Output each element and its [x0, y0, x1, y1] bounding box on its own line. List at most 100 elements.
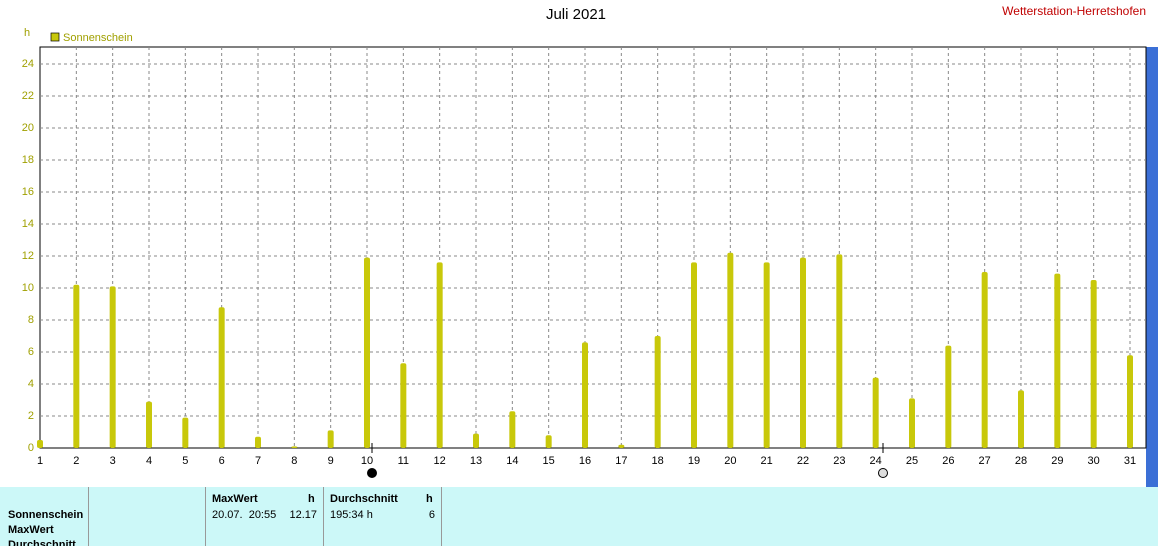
bar	[945, 345, 952, 448]
new-moon	[367, 468, 377, 478]
bar	[109, 286, 116, 448]
y-tick-label: 0	[28, 442, 34, 454]
x-tick-label: 14	[506, 455, 518, 467]
x-tick-label: 13	[470, 455, 482, 467]
bar	[800, 257, 806, 448]
full-moon	[878, 468, 888, 478]
chart-title: Juli 2021	[546, 6, 606, 23]
column-unit: h	[426, 493, 433, 505]
y-tick-label: 6	[28, 346, 34, 358]
x-tick-label: 15	[543, 455, 555, 467]
x-tick-label: 23	[833, 455, 845, 467]
bar	[509, 411, 516, 448]
x-tick-label: 21	[761, 455, 773, 467]
x-tick-label: 11	[398, 455, 409, 467]
chart: Juli 2021 Wetterstation-Herretshofen h 0…	[22, 4, 1158, 487]
bar	[1090, 280, 1097, 448]
bar	[218, 307, 225, 448]
bar	[255, 436, 261, 448]
station-name: Wetterstation-Herretshofen	[1002, 4, 1146, 18]
cell-value: 6	[428, 509, 435, 521]
cell-date: 195:34 h	[330, 509, 373, 521]
summary-table: Sonnenschein MaxWert Durchschnitt MaxWert h 2…	[0, 487, 1158, 546]
bar	[763, 262, 770, 448]
y-tick-label: 18	[22, 154, 34, 166]
bar	[654, 336, 661, 448]
bar	[146, 401, 152, 448]
bar	[436, 262, 443, 448]
y-tick-label: 4	[28, 378, 34, 390]
cell-value: 12.17	[289, 509, 317, 521]
bar	[364, 257, 370, 448]
x-tick-label: 1	[37, 455, 43, 467]
bar	[1127, 355, 1133, 448]
bar	[37, 440, 43, 448]
bar	[909, 398, 915, 448]
column-unit: h	[308, 493, 315, 505]
legend-swatch	[50, 32, 60, 42]
bar	[400, 363, 407, 448]
x-tick-label: 9	[328, 455, 334, 467]
y-tick-label: 8	[28, 314, 34, 326]
y-tick-label: 12	[22, 250, 34, 262]
bar	[73, 284, 80, 448]
x-tick-label: 2	[73, 455, 79, 467]
column-header: Durchschnitt	[330, 493, 398, 505]
y-unit: h	[24, 27, 30, 39]
bar	[327, 430, 334, 448]
side-strip	[1146, 47, 1158, 487]
y-tick-label: 22	[22, 90, 34, 102]
bar	[836, 254, 843, 448]
x-tick-label: 20	[724, 455, 736, 467]
x-tick-label: 16	[579, 455, 591, 467]
x-tick-label: 17	[615, 455, 627, 467]
bar	[872, 377, 879, 448]
x-tick-label: 10	[361, 455, 373, 467]
x-tick-label: 22	[797, 455, 809, 467]
column-header: MaxWert	[212, 493, 258, 505]
x-tick-label: 30	[1088, 455, 1100, 467]
bar	[618, 444, 625, 448]
bar	[691, 262, 697, 448]
column-divider	[323, 487, 442, 546]
y-tick-label: 2	[28, 410, 34, 422]
x-tick-label: 31	[1124, 455, 1136, 467]
x-tick-label: 28	[1015, 455, 1027, 467]
x-tick-label: 8	[291, 455, 297, 467]
bar	[727, 252, 734, 448]
y-tick-label: 20	[22, 122, 34, 134]
x-tick-label: 27	[979, 455, 991, 467]
y-tick-label: 24	[22, 58, 34, 70]
x-tick-label: 25	[906, 455, 918, 467]
row-label: Durchschnitt	[8, 539, 76, 546]
bar	[291, 446, 298, 448]
x-tick-label: 3	[110, 455, 116, 467]
column-divider	[0, 487, 89, 546]
x-tick-label: 19	[688, 455, 700, 467]
x-tick-label: 4	[146, 455, 152, 467]
x-tick-label: 18	[652, 455, 664, 467]
bar	[1054, 273, 1061, 448]
bar	[182, 417, 189, 448]
x-tick-label: 26	[942, 455, 954, 467]
x-tick-label: 6	[219, 455, 225, 467]
legend-label: Sonnenschein	[63, 32, 133, 44]
y-tick-label: 14	[22, 218, 34, 230]
x-tick-label: 12	[434, 455, 446, 467]
x-tick-label: 29	[1051, 455, 1063, 467]
column-divider	[205, 487, 324, 546]
x-tick-label: 24	[870, 455, 882, 467]
plot-frame	[39, 46, 1147, 449]
cell-date: 20.07. 20:55	[212, 509, 277, 521]
column-divider	[88, 487, 206, 546]
bar	[582, 342, 588, 448]
bar	[981, 272, 988, 448]
x-tick-label: 7	[255, 455, 261, 467]
y-tick-label: 16	[22, 186, 34, 198]
bar	[473, 433, 479, 448]
bar	[1018, 390, 1024, 448]
bar	[545, 435, 552, 448]
y-tick-label: 10	[22, 282, 34, 294]
x-tick-label: 5	[182, 455, 188, 467]
